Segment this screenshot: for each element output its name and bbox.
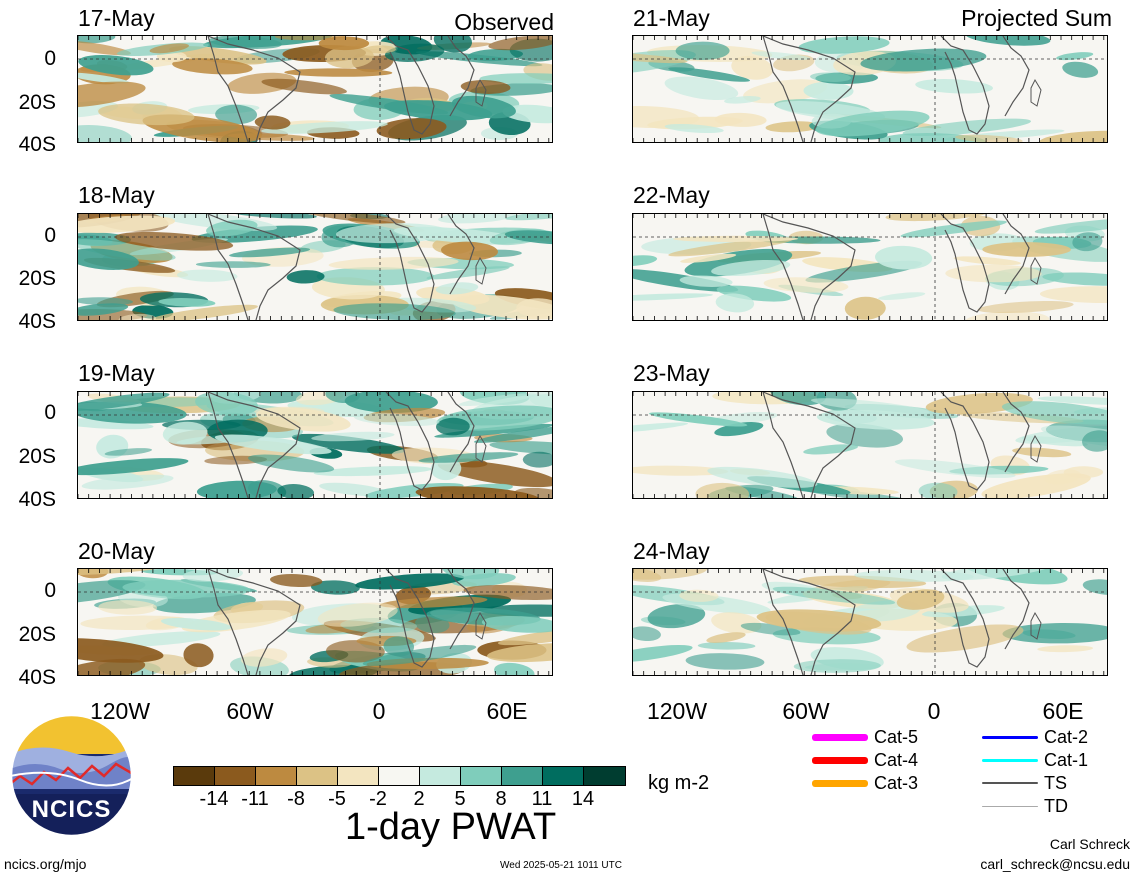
colorbar-swatch [297,767,338,785]
lat-label: 40S [18,666,56,689]
colorbar-tick-label: -14 [199,788,229,810]
lat-label: 0 [44,579,56,602]
colorbar-swatch [420,767,461,785]
legend-line [982,735,1038,739]
lon-label: 120W [89,698,151,724]
lon-label: 0 [927,698,941,724]
pwat-field [633,214,1107,320]
colorbar-tick-label: -8 [287,788,305,810]
map-panel-projected-2 [632,213,1108,321]
legend-line [812,733,868,741]
colorbar-swatch [174,767,215,785]
ncics-logo: NCICS [10,714,133,837]
footer-email: carl_schreck@ncsu.edu [980,856,1130,872]
legend-label: Cat-5 [874,726,919,747]
legend-label: TD [1044,795,1068,816]
colorbar-tick-label: 8 [495,788,507,810]
colorbar-swatch [338,767,379,785]
lat-label: 40S [18,310,56,333]
panel-date-label: 24-May [633,538,710,564]
footer-author: Carl Schreck [1049,836,1130,852]
legend-ts: TS [982,772,1067,794]
ncics-logo-text: NCICS [31,796,112,823]
colorbar-tick-label: 5 [454,788,466,810]
pwat-field [78,392,552,498]
footer-timestamp: Wed 2025-05-21 1011 UTC [500,860,622,871]
lat-label: 0 [44,224,56,247]
legend-cat1: Cat-1 [982,749,1088,771]
lat-label: 20S [18,623,56,646]
map-panel-observed-3 [77,391,553,499]
map-panel-observed-4 [77,568,553,676]
panel-date-label: 17-May [78,5,155,31]
colorbar-swatch [502,767,543,785]
legend-cat2: Cat-2 [982,726,1088,748]
lon-label: 60E [1042,698,1084,724]
lon-label: 60E [486,698,528,724]
colorbar-tick-label: -5 [328,788,346,810]
lon-label: 60W [226,698,274,724]
legend-cat5: Cat-5 [812,726,918,748]
legend-label: Cat-1 [1044,749,1089,770]
lat-label: 40S [18,488,56,511]
lat-label: 0 [44,401,56,424]
legend-line [982,758,1038,762]
pwat-field [633,392,1107,498]
legend-cat4: Cat-4 [812,749,918,771]
legend-label: Cat-2 [1044,726,1089,747]
lat-label: 40S [18,133,56,156]
footer-url: ncics.org/mjo [4,856,87,872]
legend-line [812,779,868,787]
legend-line [982,782,1038,784]
pwat-field [78,36,552,142]
map-panel-projected-4 [632,568,1108,676]
colorbar-units: kg m-2 [648,772,710,794]
colorbar-swatch [584,767,625,785]
projected-sum-title: Projected Sum [961,5,1112,31]
colorbar-swatch [256,767,297,785]
legend-label: TS [1044,772,1068,793]
lat-label: 20S [18,267,56,290]
colorbar-swatch [543,767,584,785]
legend-cat3: Cat-3 [812,772,918,794]
map-panel-projected-3 [632,391,1108,499]
pwat-field [633,569,1107,675]
legend-td: TD [982,795,1068,817]
pwat-field [633,36,1107,142]
colorbar-tick-label: 11 [531,788,553,810]
lon-label: 60W [782,698,830,724]
panel-date-label: 21-May [633,5,710,31]
lat-label: 20S [18,91,56,114]
ncics-logo-graphic [10,714,133,837]
colorbar-swatch [461,767,502,785]
panel-date-label: 18-May [78,182,155,208]
legend-line [982,805,1038,807]
legend-line [812,756,868,764]
panel-date-label: 22-May [633,182,710,208]
map-panel-projected-1 [632,35,1108,143]
colorbar-tick-label: 2 [413,788,425,810]
panel-date-label: 20-May [78,538,155,564]
colorbar-tick-label: 14 [571,788,595,810]
panel-date-label: 23-May [633,360,710,386]
legend-label: Cat-4 [874,749,919,770]
lon-label: 120W [646,698,708,724]
colorbar [173,766,626,786]
colorbar-swatch [379,767,420,785]
map-panel-observed-1 [77,35,553,143]
pwat-field [78,569,552,675]
lat-label: 20S [18,445,56,468]
colorbar-tick-label: -11 [241,788,269,810]
lon-label: 0 [372,698,386,724]
pwat-field [78,214,552,320]
variable-title: 1-day PWAT [345,806,557,848]
panel-date-label: 19-May [78,360,155,386]
map-panel-observed-2 [77,213,553,321]
legend-label: Cat-3 [874,772,919,793]
lat-label: 0 [44,47,56,70]
colorbar-swatch [215,767,256,785]
observed-title: Observed [454,9,554,35]
colorbar-tick-label: -2 [369,788,387,810]
